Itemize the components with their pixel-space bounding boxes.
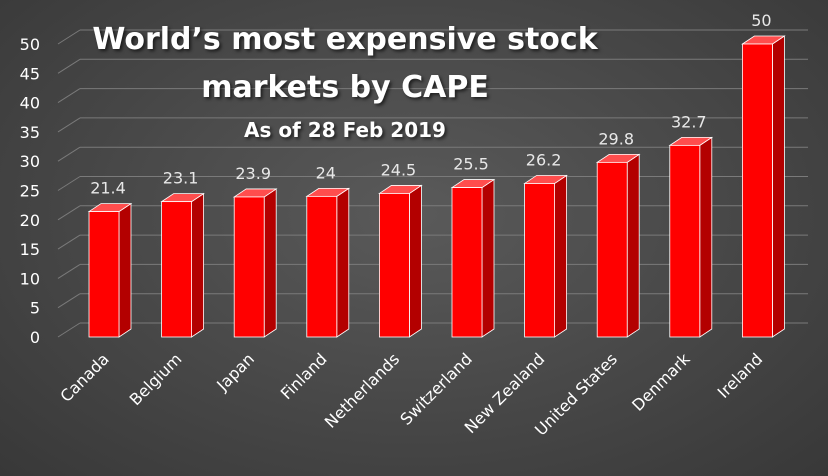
bar-front xyxy=(524,183,555,338)
bar xyxy=(160,192,205,338)
bar-side xyxy=(772,35,785,338)
x-tick-label: Ireland xyxy=(714,349,767,402)
gridline-depth xyxy=(57,322,81,338)
chart-title-line-1: World’s most expensive stock xyxy=(92,22,598,57)
bar-side xyxy=(118,202,132,338)
value-label: 24 xyxy=(316,163,336,182)
bar xyxy=(595,153,641,338)
bar xyxy=(232,188,278,338)
value-labels: 21.4 23.1 23.9 24 24.5 25.5 26.2 29.8 32.7 50 xyxy=(90,11,771,198)
bar-front xyxy=(742,43,773,338)
gridline-depth xyxy=(57,88,81,104)
x-tick-label: Belgium xyxy=(126,349,186,409)
bar-side xyxy=(626,153,640,338)
x-tick-label: Japan xyxy=(212,349,258,395)
bar xyxy=(523,174,568,338)
y-tick-label: 40 xyxy=(20,94,40,113)
bar-side xyxy=(554,174,567,338)
gridline-depth xyxy=(57,234,81,250)
bar xyxy=(668,136,714,338)
bar-side xyxy=(263,188,277,338)
x-tick-label: Finland xyxy=(277,349,331,403)
value-label: 23.9 xyxy=(235,164,271,183)
bar-side xyxy=(191,192,205,338)
chart-subtitle: As of 28 Feb 2019 xyxy=(244,118,446,142)
bar-front xyxy=(378,193,410,338)
bar-front xyxy=(161,201,193,338)
y-tick-label: 50 xyxy=(20,35,40,54)
value-label: 25.5 xyxy=(453,155,489,174)
y-tick-label: 15 xyxy=(20,240,40,259)
bar xyxy=(450,178,496,338)
chart-title-line-2: markets by CAPE xyxy=(201,70,489,105)
gridline-depth xyxy=(57,293,81,309)
value-label: 26.2 xyxy=(526,150,562,169)
bar xyxy=(87,202,133,338)
value-label: 32.7 xyxy=(671,112,707,131)
gridline-depth xyxy=(57,176,81,191)
x-tick-label: Denmark xyxy=(628,349,694,415)
y-tick-label: 35 xyxy=(20,123,40,142)
bar-front xyxy=(451,187,483,338)
y-tick-label: 45 xyxy=(20,64,40,83)
bar-side xyxy=(481,178,495,338)
bar-side xyxy=(699,136,713,338)
y-tick-label: 30 xyxy=(20,152,40,171)
gridline-depth xyxy=(57,29,81,45)
y-axis-ticks: 0 5 10 15 20 25 30 35 40 45 50 xyxy=(20,35,40,347)
x-axis-ticks: Canada Belgium Japan FinlandNetherlandsSwit… xyxy=(56,349,766,440)
y-tick-label: 5 xyxy=(30,299,40,318)
gridline-depth xyxy=(57,146,81,162)
bar-front xyxy=(306,195,338,338)
x-tick-label: Netherlands xyxy=(321,349,403,431)
value-label: 24.5 xyxy=(381,160,417,179)
bars xyxy=(87,35,786,338)
bar xyxy=(741,35,786,338)
y-tick-label: 0 xyxy=(30,328,40,347)
gridline-depth xyxy=(57,205,81,221)
value-label: 23.1 xyxy=(163,169,199,188)
bar-front xyxy=(88,211,120,338)
value-label: 50 xyxy=(751,11,771,30)
gridline-depth xyxy=(57,117,81,133)
bar-side xyxy=(408,184,422,338)
y-tick-label: 25 xyxy=(20,182,40,201)
y-tick-label: 20 xyxy=(20,211,40,230)
bar-front xyxy=(233,196,265,338)
y-tick-label: 10 xyxy=(20,269,40,288)
bar-side xyxy=(336,187,350,338)
value-label: 29.8 xyxy=(598,129,634,148)
x-tick-label: Canada xyxy=(56,349,112,405)
value-label: 21.4 xyxy=(90,179,126,198)
gridline-depth xyxy=(57,58,81,74)
bar xyxy=(378,184,423,338)
bar xyxy=(305,187,351,338)
gridline-depth xyxy=(57,263,81,279)
bar-front xyxy=(669,144,701,338)
bar-front xyxy=(596,161,628,338)
x-tick-label: Switzerland xyxy=(396,349,475,428)
